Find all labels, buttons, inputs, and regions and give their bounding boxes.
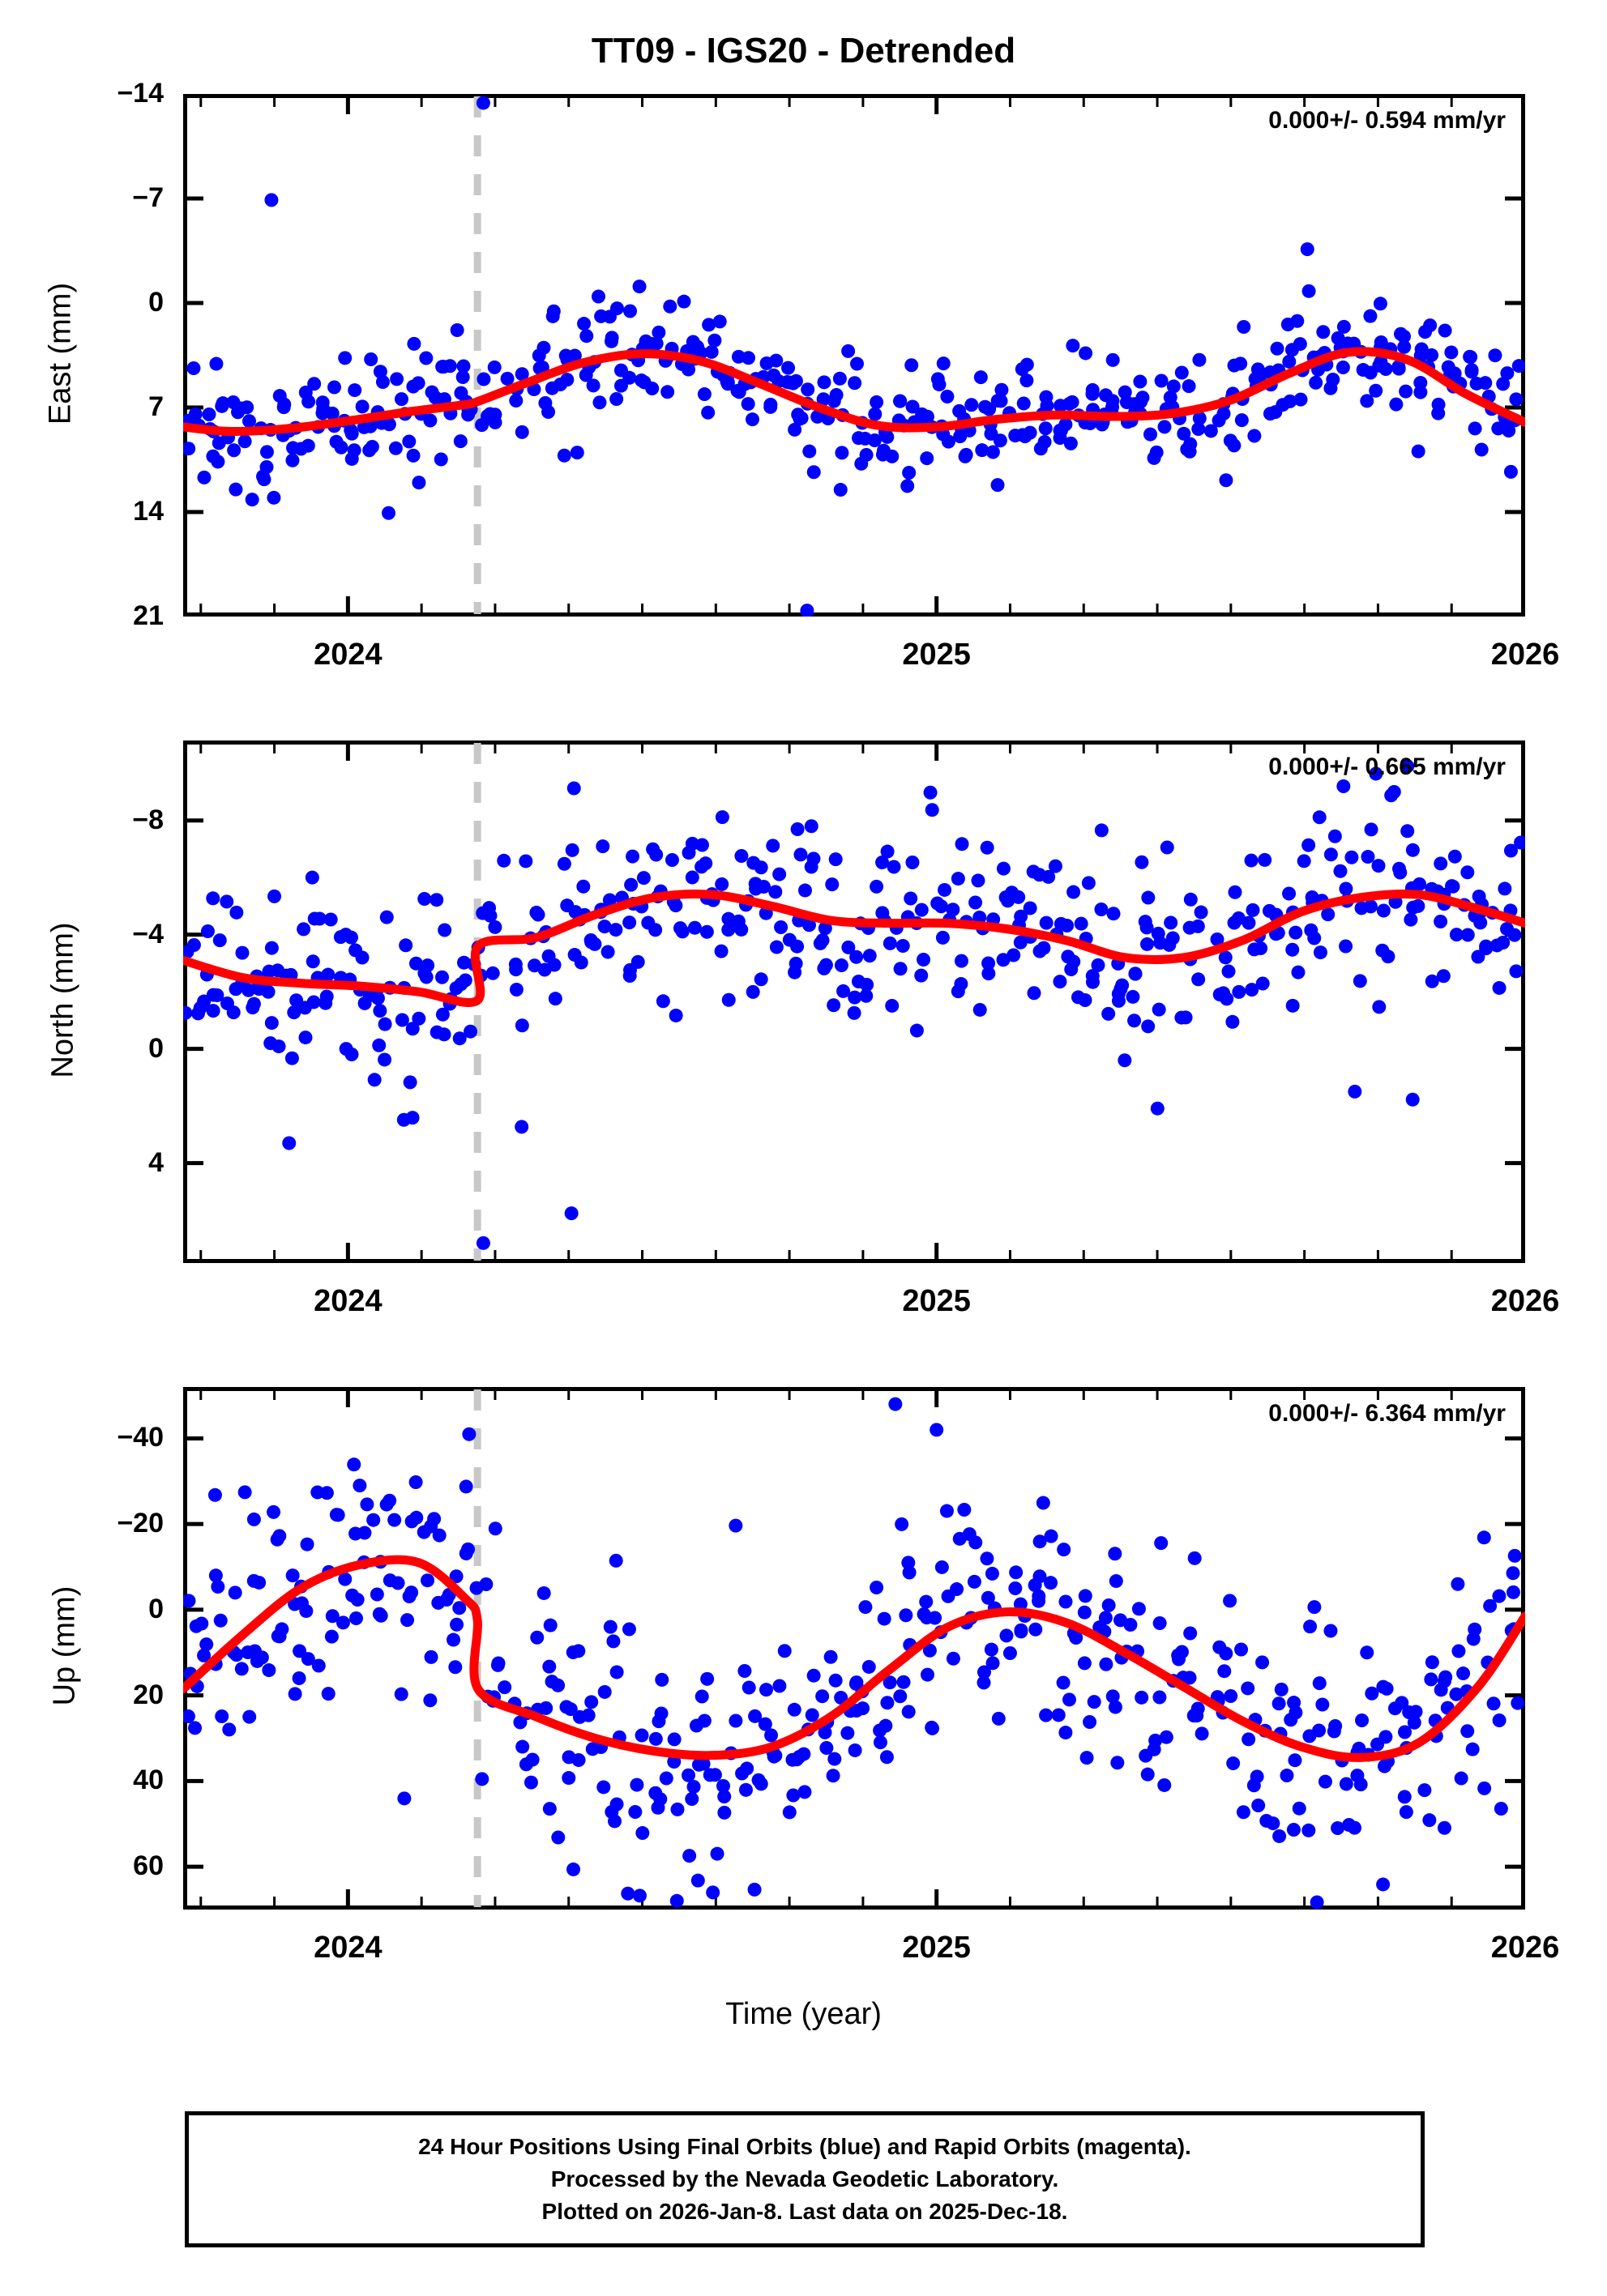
north-xtick-label: 2026 [1490, 1284, 1560, 1318]
panel-east: 0.000+/- 0.594 mm/yr [183, 94, 1525, 617]
east-xtick-label: 2025 [902, 638, 971, 672]
panel-east-plot-area [183, 96, 1525, 617]
east-xtick-label: 2026 [1490, 638, 1560, 672]
up-xtick-label: 2025 [902, 1931, 971, 1965]
x-axis-title: Time (year) [725, 1997, 882, 2031]
north-ytick-label: −8 [132, 804, 164, 835]
north-ytick-label: 4 [148, 1146, 164, 1178]
up-ytick-label: −20 [117, 1508, 164, 1539]
east-ytick-label: −14 [117, 78, 164, 109]
east-ytick-label: 14 [133, 496, 164, 527]
panel-north: 0.000+/- 0.665 mm/yr [183, 740, 1525, 1263]
north-xtick-label: 2025 [902, 1284, 971, 1318]
footer-line-processor: Processed by the Nevada Geodetic Laborat… [550, 2166, 1059, 2192]
figure-title: TT09 - IGS20 - Detrended [591, 31, 1016, 70]
panel-up-frame [183, 1387, 1525, 1910]
north-xtick-label: 2024 [314, 1284, 383, 1318]
up-ytick-label: 40 [133, 1765, 164, 1796]
up-xtick-label: 2024 [314, 1931, 383, 1965]
north-ytick-label: −4 [132, 918, 164, 950]
up-rate-annotation: 0.000+/- 6.364 mm/yr [1268, 1400, 1506, 1427]
north-axis-label: North (mm) [45, 922, 80, 1078]
panel-north-plot-area [183, 743, 1525, 1261]
up-xtick-label: 2026 [1490, 1931, 1560, 1965]
up-ytick-label: 20 [133, 1679, 164, 1710]
east-xtick-label: 2024 [314, 638, 383, 672]
east-rate-annotation: 0.000+/- 0.594 mm/yr [1268, 107, 1506, 134]
north-rate-annotation: 0.000+/- 0.665 mm/yr [1268, 753, 1506, 780]
east-ytick-label: 7 [148, 391, 164, 422]
up-axis-label: Up (mm) [47, 1585, 82, 1706]
east-ytick-label: 0 [148, 287, 164, 318]
footer-note-box: 24 Hour Positions Using Final Orbits (bl… [185, 2111, 1425, 2247]
east-axis-label: East (mm) [43, 282, 78, 425]
panel-east-frame [183, 94, 1525, 617]
east-ytick-label: 21 [133, 600, 164, 631]
east-ytick-label: −7 [132, 182, 164, 213]
footer-line-dates: Plotted on 2026-Jan-8. Last data on 2025… [541, 2198, 1068, 2224]
up-ytick-label: −40 [117, 1422, 164, 1453]
footer-line-orbits: 24 Hour Positions Using Final Orbits (bl… [418, 2134, 1191, 2160]
up-ytick-label: 60 [133, 1850, 164, 1882]
north-ytick-label: 0 [148, 1032, 164, 1064]
panel-up-plot-area [183, 1389, 1525, 1910]
panel-up: 0.000+/- 6.364 mm/yr [183, 1387, 1525, 1910]
up-ytick-label: 0 [148, 1593, 164, 1624]
